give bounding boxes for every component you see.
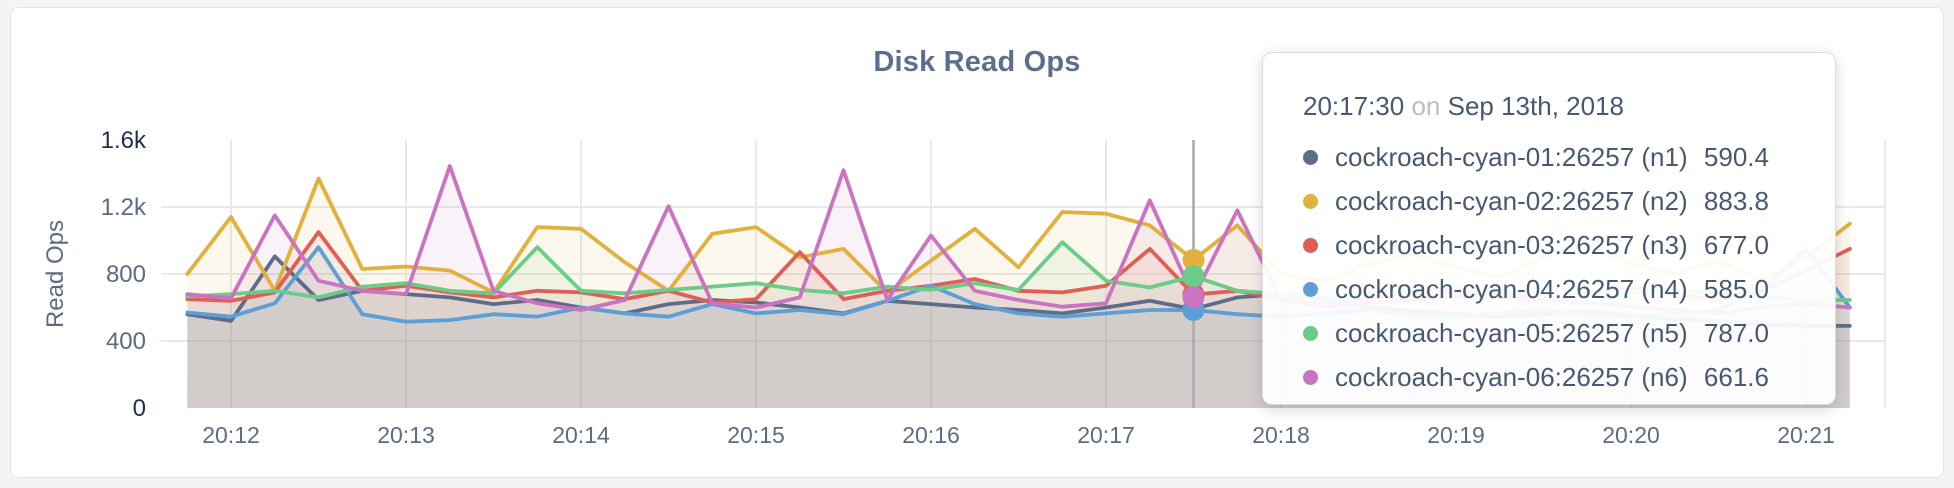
x-tick-label: 20:16	[902, 422, 960, 448]
hover-point-dot	[1182, 286, 1205, 309]
tooltip-row: cockroach-cyan-01:26257 (n1) 590.4	[1303, 135, 1809, 179]
x-tick-label: 20:19	[1427, 422, 1485, 448]
chart-title: Disk Read Ops	[873, 46, 1081, 78]
tooltip-row: cockroach-cyan-03:26257 (n3) 677.0	[1303, 223, 1809, 267]
hover-point-dot	[1182, 265, 1205, 288]
tooltip-rows: cockroach-cyan-01:26257 (n1) 590.4 cockroa…	[1303, 135, 1809, 399]
y-tick-label: 1.2k	[101, 194, 147, 221]
chart-card: Disk Read Ops Read Ops 20:12 20:13 20:14 20…	[10, 7, 1944, 478]
series-label: cockroach-cyan-01:26257 (n1)	[1335, 141, 1688, 172]
y-axis-labels: 0 400 800 1.2k 1.6k	[101, 127, 147, 422]
x-tick-label: 20:14	[552, 422, 610, 448]
x-tick-label: 20:17	[1077, 422, 1135, 448]
tooltip-row: cockroach-cyan-02:26257 (n2) 883.8	[1303, 179, 1809, 223]
hover-dots	[1182, 248, 1205, 322]
tooltip-row: cockroach-cyan-05:26257 (n5) 787.0	[1303, 311, 1809, 355]
hover-point-dot	[1182, 248, 1205, 271]
series-color-dot	[1303, 325, 1318, 341]
series-color-dot	[1303, 237, 1318, 253]
tooltip-title: 20:17:30 on Sep 13th, 2018	[1303, 89, 1809, 123]
series-label: cockroach-cyan-05:26257 (n5)	[1335, 317, 1688, 348]
series-color-dot	[1303, 281, 1318, 297]
x-tick-label: 20:20	[1602, 422, 1660, 448]
x-tick-label: 20:13	[377, 422, 435, 448]
x-tick-label: 20:21	[1777, 422, 1835, 448]
x-axis-labels: 20:12 20:13 20:14 20:15 20:16 20:17 20:18 20:19…	[202, 422, 1835, 448]
series-value: 661.6	[1703, 361, 1769, 392]
y-tick-label: 800	[106, 261, 146, 288]
series-color-dot	[1303, 369, 1318, 385]
tooltip-row: cockroach-cyan-06:26257 (n6) 661.6	[1303, 355, 1809, 399]
tooltip-row: cockroach-cyan-04:26257 (n4) 585.0	[1303, 267, 1809, 311]
tooltip-date: Sep 13th, 2018	[1447, 91, 1624, 121]
x-tick-label: 20:12	[202, 422, 260, 448]
series-value: 677.0	[1703, 229, 1769, 260]
tooltip-connector: on	[1411, 91, 1441, 121]
series-value: 787.0	[1703, 317, 1769, 348]
series-label: cockroach-cyan-04:26257 (n4)	[1335, 273, 1688, 304]
series-value: 590.4	[1703, 141, 1769, 172]
chart-tooltip: 20:17:30 on Sep 13th, 2018 cockroach-cya…	[1262, 52, 1836, 405]
series-value: 585.0	[1703, 273, 1769, 304]
y-tick-label: 0	[133, 395, 146, 422]
series-label: cockroach-cyan-06:26257 (n6)	[1335, 361, 1688, 392]
x-tick-label: 20:15	[727, 422, 785, 448]
x-tick-label: 20:18	[1252, 422, 1310, 448]
series-color-dot	[1303, 193, 1318, 209]
series-label: cockroach-cyan-03:26257 (n3)	[1335, 229, 1688, 260]
series-value: 883.8	[1703, 185, 1769, 216]
y-tick-label: 400	[106, 328, 146, 355]
series-color-dot	[1303, 149, 1318, 165]
y-tick-label: 1.6k	[101, 127, 147, 154]
tooltip-time: 20:17:30	[1303, 91, 1405, 121]
series-label: cockroach-cyan-02:26257 (n2)	[1335, 185, 1688, 216]
